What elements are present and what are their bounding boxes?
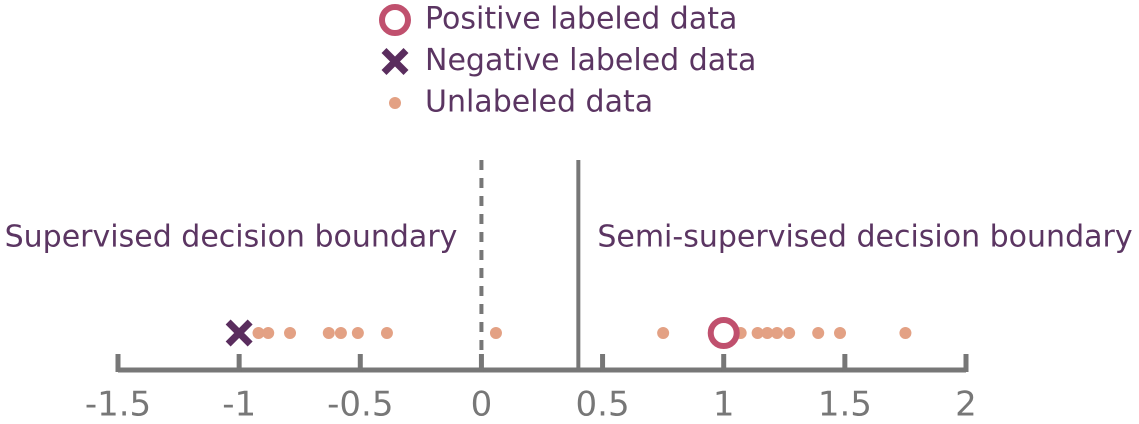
x-tick-label: -0.5 bbox=[327, 385, 393, 424]
legend-label: Negative labeled data bbox=[425, 43, 756, 78]
data-point bbox=[380, 327, 393, 339]
data-point bbox=[657, 327, 670, 339]
data-point bbox=[284, 327, 297, 339]
data-point bbox=[834, 327, 847, 339]
legend-label: Positive labeled data bbox=[425, 2, 737, 37]
boundary-label: Semi-supervised decision boundary bbox=[597, 220, 1132, 255]
data-point bbox=[771, 327, 784, 339]
data-point bbox=[707, 317, 740, 349]
x-tick-label: -1.5 bbox=[85, 385, 151, 424]
boundary-label: Supervised decision boundary bbox=[5, 220, 458, 255]
legend-marker bbox=[389, 97, 401, 109]
data-point bbox=[351, 327, 364, 339]
data-point bbox=[252, 327, 265, 339]
x-tick-label: 0.5 bbox=[576, 385, 630, 424]
data-point bbox=[334, 327, 347, 339]
x-tick-label: -1 bbox=[222, 385, 256, 424]
legend-marker bbox=[379, 4, 411, 36]
legend-marker bbox=[381, 48, 409, 75]
legend-label: Unlabeled data bbox=[425, 85, 653, 120]
data-point bbox=[761, 327, 774, 339]
data-point bbox=[751, 327, 764, 339]
x-tick-label: 1 bbox=[713, 385, 735, 424]
data-point bbox=[489, 327, 502, 339]
data-point bbox=[262, 327, 275, 339]
data-point bbox=[899, 327, 912, 339]
data-point bbox=[322, 327, 335, 339]
x-tick-label: 0 bbox=[471, 385, 493, 424]
x-tick-label: 1.5 bbox=[818, 385, 872, 424]
data-point bbox=[783, 327, 796, 339]
data-point bbox=[812, 327, 825, 339]
x-tick-label: 2 bbox=[955, 385, 977, 424]
data-point bbox=[225, 319, 253, 347]
